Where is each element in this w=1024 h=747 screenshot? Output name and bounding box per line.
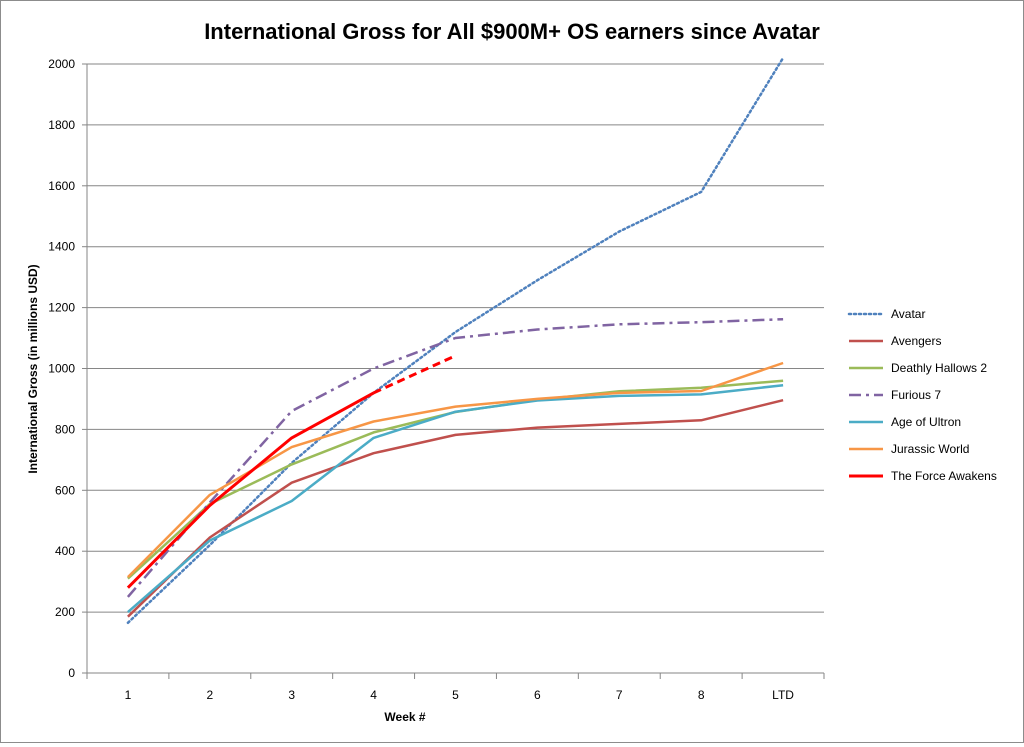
y-tick-label-1200: 1200: [48, 301, 75, 315]
series-line-age-of-ultron: [127, 383, 784, 614]
x-tick-label-7: 7: [616, 688, 623, 702]
legend-label-deathly-hallows-2: Deathly Hallows 2: [891, 361, 987, 375]
legend: Avatar Avengers Deathly Hallows 2 Furious 7…: [847, 307, 997, 483]
legend-label-jurassic-world: Jurassic World: [891, 442, 969, 456]
y-tick-label-200: 200: [55, 605, 75, 619]
series-line-furious-7: [126, 317, 784, 598]
series-line-avengers: [127, 398, 784, 618]
series-line-avatar: [126, 56, 785, 625]
y-tick-label-1800: 1800: [48, 118, 75, 132]
series-lines: [126, 56, 785, 625]
y-tick-label-1400: 1400: [48, 240, 75, 254]
series-line-jurassic-world: [127, 361, 784, 578]
x-tick-label-3: 3: [288, 688, 295, 702]
x-tick-label-4: 4: [370, 688, 377, 702]
legend-label-avengers: Avengers: [891, 334, 941, 348]
y-tick-label-1600: 1600: [48, 179, 75, 193]
y-tick-label-0: 0: [68, 666, 75, 680]
y-tick-label-800: 800: [55, 422, 75, 436]
y-tick-label-2000: 2000: [48, 57, 75, 71]
chart-title: International Gross for All $900M+ OS ea…: [204, 19, 820, 44]
y-tick-label-1000: 1000: [48, 362, 75, 376]
x-tick-label-1: 1: [125, 688, 132, 702]
gridlines: [87, 63, 824, 674]
y-tick-label-400: 400: [55, 544, 75, 558]
axes: 0 200 400 600 800 1000 1200 1400 1600 1800 2000 1 2 3…: [48, 57, 825, 702]
x-tick-label-ltd: LTD: [772, 688, 794, 702]
x-tick-label-6: 6: [534, 688, 541, 702]
series-line-deathly-hallows-2: [127, 379, 784, 580]
y-axis-label: International Gross (in millions USD): [26, 264, 40, 473]
legend-label-avatar: Avatar: [891, 307, 925, 321]
x-tick-label-5: 5: [452, 688, 459, 702]
x-tick-label-2: 2: [206, 688, 213, 702]
legend-label-the-force-awakens: The Force Awakens: [891, 469, 997, 483]
x-tick-label-8: 8: [698, 688, 705, 702]
series-line-the-force-awakens: [126, 391, 375, 589]
y-tick-label-600: 600: [55, 483, 75, 497]
legend-label-furious-7: Furious 7: [891, 388, 941, 402]
x-axis-label: Week #: [384, 710, 425, 724]
legend-label-age-of-ultron: Age of Ultron: [891, 415, 961, 429]
projection-line-the-force-awakens: [372, 354, 457, 395]
